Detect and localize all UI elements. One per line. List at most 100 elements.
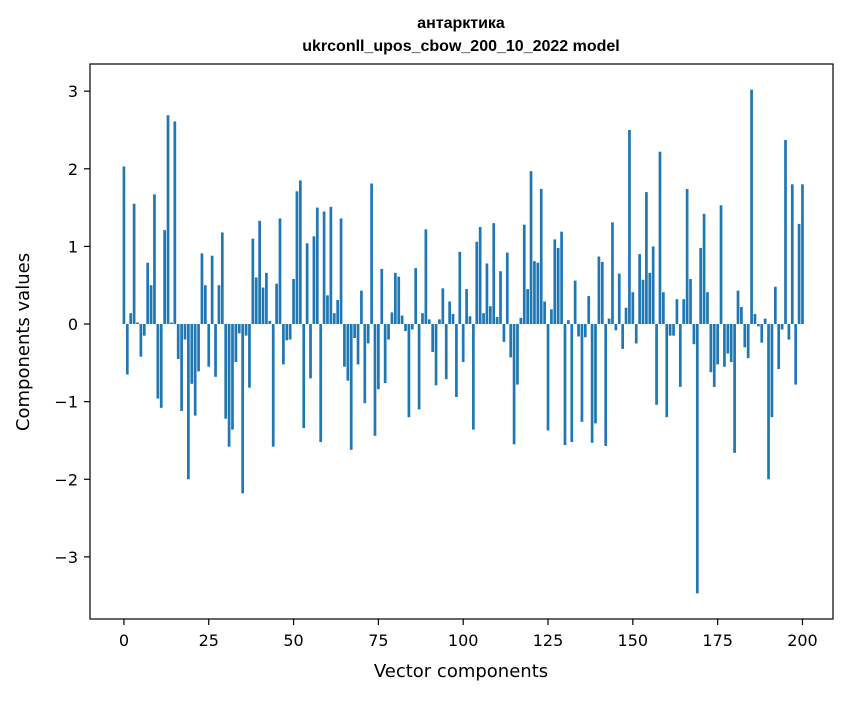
y-axis-ticks: −3 −2 −1 0 1 2 3: [54, 82, 90, 567]
bar-186: [753, 313, 757, 325]
bar-3: [132, 203, 136, 325]
bar-168: [692, 324, 696, 345]
bar-124: [543, 301, 546, 325]
bar-95: [444, 324, 448, 380]
bar-179: [729, 324, 733, 363]
bar-51: [295, 191, 299, 325]
bar-90: [427, 319, 431, 325]
bar-178: [726, 324, 730, 354]
bar-144: [611, 222, 614, 325]
bar-102: [468, 316, 472, 325]
bar-113: [505, 252, 509, 325]
bar-138: [590, 324, 594, 443]
bar-181: [736, 290, 740, 325]
bar-162: [672, 324, 675, 336]
bar-61: [329, 206, 333, 325]
bar-200: [801, 184, 804, 325]
bar-92: [434, 324, 438, 386]
y-tick-label: 2: [68, 160, 78, 179]
bar-38: [251, 238, 255, 325]
bar-72: [366, 324, 370, 344]
bar-15: [173, 121, 177, 325]
bar-121: [533, 261, 536, 325]
bar-77: [383, 324, 387, 384]
y-tick-label: −2: [54, 470, 78, 489]
bar-171: [702, 213, 706, 325]
bar-112: [502, 324, 506, 342]
x-tick-label: 75: [368, 631, 388, 650]
bar-115: [512, 324, 516, 445]
bar-146: [617, 273, 621, 325]
bar-174: [712, 324, 716, 387]
bar-120: [529, 171, 533, 325]
y-tick-label: −1: [54, 393, 78, 412]
chart-title-line1: антарктика: [417, 15, 505, 32]
bar-191: [770, 324, 774, 418]
bar-153: [641, 279, 645, 325]
bar-173: [709, 324, 713, 373]
bar-164: [678, 324, 682, 387]
bar-163: [675, 299, 679, 325]
bar-56: [312, 236, 316, 325]
bar-84: [407, 324, 411, 418]
bar-49: [288, 324, 292, 340]
bar-24: [203, 285, 207, 325]
bar-79: [390, 312, 394, 325]
bar-148: [624, 307, 628, 325]
bar-37: [248, 324, 251, 388]
bar-71: [363, 324, 367, 404]
bar-161: [668, 324, 672, 336]
bar-4: [136, 322, 139, 325]
bar-80: [393, 272, 397, 325]
bar-32: [231, 324, 234, 430]
x-tick-label: 175: [702, 631, 733, 650]
bar-1: [125, 324, 129, 375]
bar-69: [356, 324, 360, 365]
x-tick-label: 50: [283, 631, 303, 650]
x-tick-label: 150: [618, 631, 649, 650]
bar-55: [309, 324, 312, 379]
bar-158: [658, 151, 662, 325]
bar-188: [760, 324, 764, 343]
bar-58: [319, 324, 323, 443]
bar-150: [631, 292, 635, 325]
bar-154: [645, 192, 648, 325]
bar-109: [492, 223, 496, 325]
bar-88: [421, 313, 424, 325]
bar-136: [583, 324, 587, 338]
bar-43: [268, 320, 272, 325]
bar-73: [370, 183, 373, 325]
bar-series: [122, 89, 804, 594]
bar-0: [122, 166, 126, 325]
bar-99: [458, 251, 462, 325]
bar-9: [153, 194, 156, 325]
bar-22: [197, 324, 200, 372]
x-tick-label: 200: [787, 631, 818, 650]
bar-93: [438, 319, 441, 325]
bar-165: [682, 299, 686, 325]
bar-194: [780, 324, 784, 330]
bar-21: [193, 324, 197, 416]
bar-117: [519, 317, 523, 325]
bar-104: [475, 241, 479, 325]
bar-33: [234, 324, 238, 363]
bar-111: [499, 271, 502, 325]
plot-frame: [89, 63, 834, 620]
bar-107: [485, 263, 489, 325]
bar-127: [553, 239, 557, 325]
bar-108: [488, 306, 492, 325]
bar-64: [339, 218, 343, 325]
bar-13: [166, 115, 170, 325]
bar-166: [685, 188, 689, 325]
bar-20: [190, 324, 194, 384]
bar-47: [282, 324, 285, 365]
bar-167: [689, 279, 692, 325]
bar-91: [431, 324, 435, 352]
bar-114: [509, 324, 513, 358]
bar-183: [743, 324, 747, 348]
bar-123: [539, 188, 543, 325]
bar-185: [750, 89, 753, 325]
bar-53: [302, 324, 306, 429]
bar-149: [628, 129, 631, 325]
